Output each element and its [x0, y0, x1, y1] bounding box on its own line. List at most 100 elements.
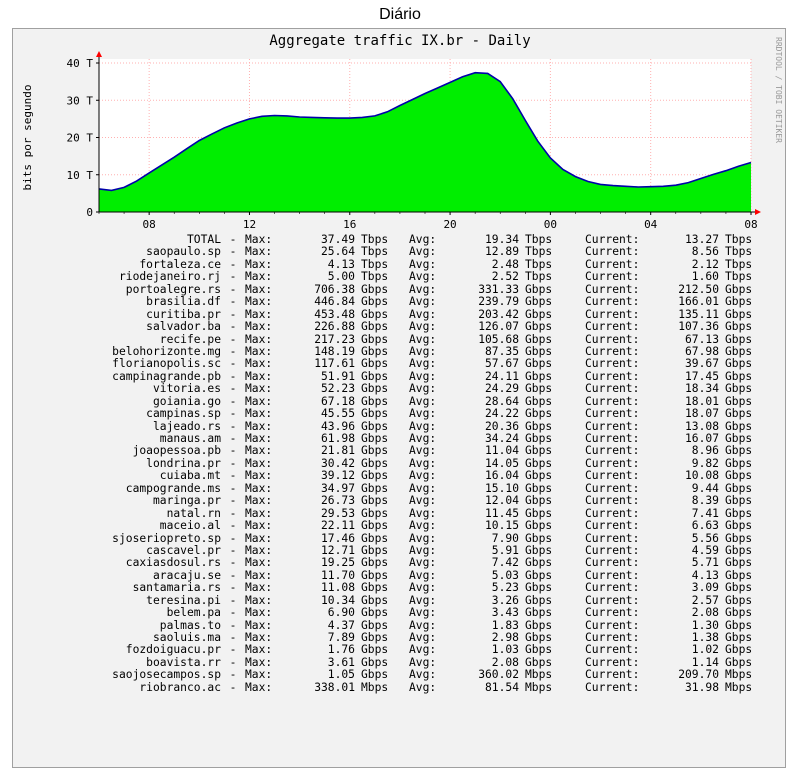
legend-row: curitiba.pr - Max: 453.48 Gbps Avg: 203.42 Gbps…: [13, 307, 787, 321]
legend-avg-unit: Gbps: [525, 444, 553, 458]
legend-avg-value: 87.35: [484, 344, 519, 358]
legend-current-value: 9.82: [691, 456, 719, 470]
legend-current-value: 5.56: [691, 531, 719, 545]
legend-max-label: Max:: [245, 407, 273, 421]
legend-row: santamaria.rs - Max: 11.08 Gbps Avg: 5.23 Gbps C…: [13, 581, 787, 595]
legend-avg-label: Avg:: [409, 357, 437, 371]
legend-max-value: 3.61: [327, 655, 355, 669]
legend-avg-unit: Tbps: [525, 270, 553, 284]
traffic-legend: TOTAL - Max: 37.49 Tbps Avg: 19.34 Tbps Current:…: [13, 233, 787, 694]
legend-row: salvador.ba - Max: 226.88 Gbps Avg: 126.07 Gbps…: [13, 320, 787, 334]
legend-current-value: 3.09: [691, 581, 719, 595]
legend-site-name: santamaria.rs: [132, 581, 221, 595]
legend-avg-label: Avg:: [409, 382, 437, 396]
legend-avg-label: Avg:: [409, 394, 437, 408]
legend-avg-value: 239.79: [478, 295, 519, 309]
legend-current-label: Current:: [585, 407, 640, 421]
legend-max-value: 453.48: [314, 307, 355, 321]
legend-current-value: 8.56: [691, 245, 719, 259]
x-tick-label: 12: [243, 218, 256, 231]
legend-avg-value: 5.23: [491, 581, 519, 595]
legend-avg-value: 105.68: [478, 332, 519, 346]
legend-avg-value: 20.36: [484, 419, 519, 433]
legend-current-label: Current:: [585, 369, 640, 383]
legend-current-value: 17.45: [684, 369, 719, 383]
legend-dash: -: [229, 506, 237, 520]
legend-current-label: Current:: [585, 643, 640, 657]
legend-avg-label: Avg:: [409, 270, 437, 284]
y-tick-label: 30 T: [67, 94, 94, 107]
legend-avg-unit: Gbps: [525, 581, 553, 595]
legend-site-name: maringa.pr: [152, 494, 221, 508]
legend-avg-unit: Gbps: [525, 282, 553, 296]
legend-current-unit: Gbps: [725, 432, 753, 445]
legend-dash: -: [229, 481, 237, 495]
legend-avg-label: Avg:: [409, 245, 437, 259]
legend-site-name: sjoseriopreto.sp: [112, 531, 221, 545]
legend-max-value: 34.97: [320, 481, 355, 495]
legend-current-label: Current:: [585, 456, 640, 470]
traffic-line: [98, 71, 752, 192]
legend-site-name: curitiba.pr: [146, 307, 221, 321]
legend-row: brasilia.df - Max: 446.84 Gbps Avg: 239.79 Gbps…: [13, 295, 787, 309]
legend-max-label: Max:: [245, 655, 273, 669]
legend-site-name: campogrande.ms: [125, 481, 221, 495]
legend-current-unit: Gbps: [725, 568, 753, 582]
legend-max-value: 67.18: [320, 394, 355, 408]
x-tick-label: 08: [744, 218, 757, 231]
legend-site-name: florianopolis.sc: [112, 357, 221, 371]
legend-site-name: TOTAL: [186, 233, 221, 246]
legend-row: campogrande.ms - Max: 34.97 Gbps Avg: 15.10 Gbp…: [13, 481, 787, 495]
legend-avg-unit: Gbps: [525, 568, 553, 582]
legend-row: fozdoiguacu.pr - Max: 1.76 Gbps Avg: 1.03 Gbps C…: [13, 643, 787, 657]
legend-avg-unit: Tbps: [525, 257, 553, 271]
legend-avg-label: Avg:: [409, 407, 437, 421]
legend-row: aracaju.se - Max: 11.70 Gbps Avg: 5.03 Gbps Curr…: [13, 568, 787, 582]
legend-dash: -: [229, 519, 237, 533]
legend-max-unit: Tbps: [361, 270, 389, 284]
legend-current-label: Current:: [585, 233, 640, 246]
legend-avg-unit: Mbps: [525, 668, 553, 682]
legend-current-label: Current:: [585, 568, 640, 582]
legend-avg-value: 34.24: [484, 432, 519, 445]
legend-max-label: Max:: [245, 643, 273, 657]
legend-max-unit: Gbps: [361, 320, 389, 334]
traffic-chart: 0 10 T 20 T 30 T 40 T 08 12 16 20 00 04 08 bits por …: [21, 51, 761, 231]
legend-dash: -: [229, 680, 237, 694]
legend-max-unit: Gbps: [361, 655, 389, 669]
legend-site-name: belohorizonte.mg: [112, 344, 221, 358]
legend-avg-label: Avg:: [409, 419, 437, 433]
legend-row: riobranco.ac - Max: 338.01 Mbps Avg: 81.54 Mbps…: [13, 680, 787, 694]
legend-max-label: Max:: [245, 382, 273, 396]
legend-row: lajeado.rs - Max: 43.96 Gbps Avg: 20.36 Gbps Cur…: [13, 419, 787, 433]
legend-dash: -: [229, 307, 237, 321]
legend-avg-label: Avg:: [409, 606, 437, 620]
legend-dash: -: [229, 245, 237, 259]
legend-current-unit: Gbps: [725, 593, 753, 607]
legend-max-value: 706.38: [314, 282, 355, 296]
legend-current-value: 212.50: [678, 282, 719, 296]
legend-current-label: Current:: [585, 593, 640, 607]
legend-max-value: 446.84: [314, 295, 355, 309]
legend-current-value: 18.34: [684, 382, 719, 396]
legend-row: cascavel.pr - Max: 12.71 Gbps Avg: 5.91 Gbps Cur…: [13, 544, 787, 557]
legend-avg-value: 7.42: [491, 556, 519, 570]
legend-row: recife.pe - Max: 217.23 Gbps Avg: 105.68 Gbps Cu…: [13, 332, 787, 346]
legend-avg-label: Avg:: [409, 307, 437, 321]
legend-avg-label: Avg:: [409, 344, 437, 358]
legend-current-label: Current:: [585, 270, 640, 284]
legend-row: florianopolis.sc - Max: 117.61 Gbps Avg: 57.67…: [13, 357, 787, 371]
legend-current-label: Current:: [585, 631, 640, 644]
legend-avg-value: 2.98: [491, 631, 519, 644]
legend-current-label: Current:: [585, 394, 640, 408]
legend-max-unit: Gbps: [361, 469, 389, 483]
legend-site-name: saojosecampos.sp: [112, 668, 221, 682]
legend-row: campinas.sp - Max: 45.55 Gbps Avg: 24.22 Gbps Cu…: [13, 407, 787, 421]
y-tick-label: 0: [86, 206, 93, 219]
x-tick-label: 00: [544, 218, 557, 231]
legend-current-label: Current:: [585, 432, 640, 445]
legend-site-name: boavista.rr: [146, 655, 221, 669]
legend-avg-unit: Gbps: [525, 519, 553, 533]
legend-avg-unit: Gbps: [525, 295, 553, 309]
legend-max-unit: Mbps: [361, 680, 389, 694]
